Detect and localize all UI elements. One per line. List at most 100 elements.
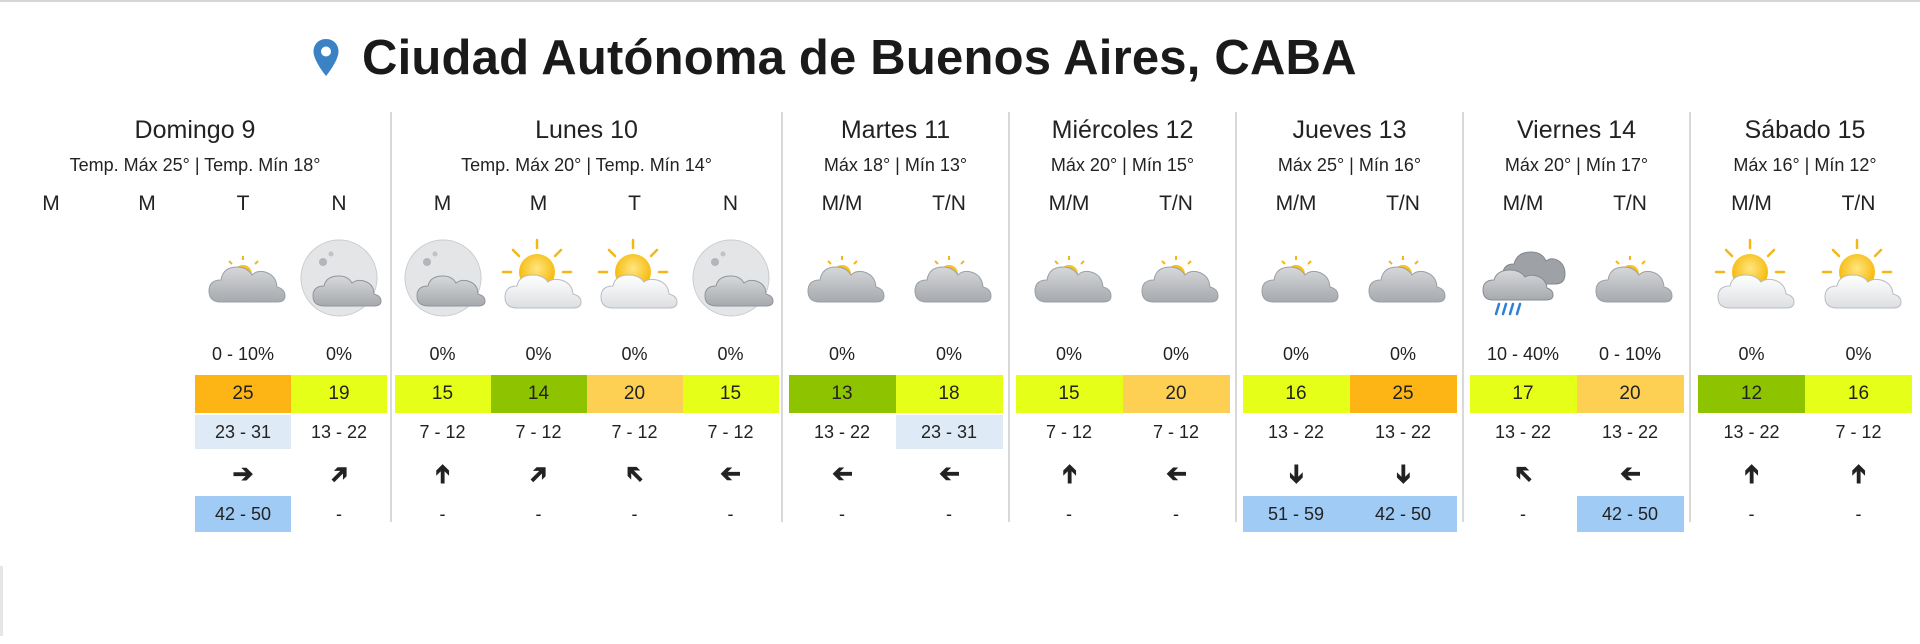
wind-speed: 7 - 12 bbox=[515, 422, 562, 442]
day-temp-range: Máx 25° | Mín 16° bbox=[1277, 155, 1422, 175]
rain-probability: 0 - 10% bbox=[211, 344, 275, 364]
rain-cloud-icon bbox=[1479, 234, 1567, 322]
wind-speed: 7 - 12 bbox=[611, 422, 658, 442]
temperature-cell: 25 bbox=[1349, 375, 1457, 413]
day-slots: M/M 10 - 40% 17 13 - 22 ➔ - T/N 0 - 10% 20 13 -… bbox=[1464, 192, 1689, 532]
period-label: T/N bbox=[1159, 192, 1193, 215]
wind-gust bbox=[99, 496, 195, 532]
wind-gust: - bbox=[1855, 504, 1862, 524]
temperature-cell: 20 bbox=[1576, 375, 1684, 413]
rain-probability: 0% bbox=[1738, 344, 1765, 364]
wind-gust: - bbox=[1173, 504, 1179, 524]
day-column: Jueves 13 Máx 25° | Mín 16° M/M 0% 16 13 - 2… bbox=[1235, 112, 1462, 532]
day-column: Lunes 10 Temp. Máx 20° | Temp. Mín 14° M 0… bbox=[390, 112, 781, 524]
cloudy-night-icon bbox=[295, 234, 383, 322]
day-temp-range: Máx 16° | Mín 12° bbox=[1733, 155, 1877, 175]
wind-speed: 7 - 12 bbox=[707, 422, 754, 442]
location-pin-icon bbox=[313, 39, 339, 76]
wind-direction-icon: ➔ bbox=[395, 458, 491, 490]
period-label: N bbox=[331, 192, 347, 215]
wind-speed: 23 - 31 bbox=[895, 415, 1003, 449]
rain-probability: 0% bbox=[1282, 344, 1309, 364]
wind-arrow: ➔ bbox=[232, 460, 254, 488]
wind-arrow: ➔ bbox=[1281, 463, 1310, 485]
wind-gust bbox=[3, 496, 99, 532]
period-label: M/M bbox=[1731, 192, 1772, 215]
wind-gust: 42 - 50 bbox=[195, 496, 291, 532]
forecast-slot: M/M 0% 15 7 - 12 ➔ - bbox=[1015, 192, 1123, 524]
partly-cloudy-icon bbox=[905, 234, 993, 322]
forecast-slot: T/N 0% 18 23 - 31 ➔ - bbox=[895, 192, 1003, 524]
sun-cloud-icon bbox=[495, 234, 583, 322]
wind-gust: - bbox=[839, 504, 845, 524]
day-slots: M/M 0% 12 13 - 22 ➔ - T/N 0% 16 7 - 12 ➔ - bbox=[1691, 192, 1919, 524]
sun-cloud-icon bbox=[591, 234, 679, 322]
rain-probability: 10 - 40% bbox=[1486, 344, 1560, 364]
wind-direction-icon: ➔ bbox=[896, 458, 1003, 490]
temperature-cell bbox=[3, 375, 99, 413]
forecast-slot: M/M 0% 16 13 - 22 ➔ 51 - 59 bbox=[1242, 192, 1350, 532]
day-temp-range: Máx 20° | Mín 17° bbox=[1504, 155, 1649, 175]
forecast-slot: N 0% 19 13 - 22 ➔ - bbox=[291, 192, 387, 524]
wind-arrow: ➔ bbox=[938, 460, 960, 488]
wind-arrow: ➔ bbox=[617, 456, 652, 492]
day-column: Martes 11 Máx 18° | Mín 13° M/M 0% 13 13 - 2… bbox=[781, 112, 1008, 524]
temperature-cell: 17 bbox=[1469, 375, 1577, 413]
rain-probability: 0% bbox=[325, 344, 352, 364]
day-slots: M/M 0% 15 7 - 12 ➔ - T/N 0% 20 7 - 12 ➔ - bbox=[1010, 192, 1235, 524]
wind-direction-icon: ➔ bbox=[683, 458, 779, 490]
rain-probability: 0% bbox=[429, 344, 456, 364]
wind-speed: 13 - 22 bbox=[1267, 422, 1325, 442]
day-column: Viernes 14 Máx 20° | Mín 17° M/M 10 - 40% 1… bbox=[1462, 112, 1689, 532]
day-temp-range: Temp. Máx 25° | Temp. Mín 18° bbox=[69, 155, 321, 175]
forecast-slot: T/N 0% 20 7 - 12 ➔ - bbox=[1122, 192, 1230, 524]
cloudy-night-icon bbox=[399, 234, 487, 322]
temperature-cell: 14 bbox=[490, 375, 587, 413]
wind-arrow: ➔ bbox=[1054, 463, 1083, 485]
wind-direction-icon: ➔ bbox=[195, 458, 291, 490]
wind-speed: 13 - 22 bbox=[1601, 422, 1659, 442]
partly-cloudy-icon bbox=[1359, 234, 1447, 322]
wind-gust: - bbox=[439, 504, 446, 524]
location-header: Ciudad Autónoma de Buenos Aires, CABA bbox=[312, 30, 1357, 86]
cloudy-night-icon bbox=[687, 234, 775, 322]
period-label: M/M bbox=[1502, 192, 1544, 215]
temperature-cell: 16 bbox=[1242, 375, 1350, 413]
wind-speed: 7 - 12 bbox=[1045, 422, 1093, 442]
wind-speed bbox=[99, 415, 195, 449]
day-slots: M/M 0% 13 13 - 22 ➔ - T/N 0% 18 23 - 31 ➔ - bbox=[783, 192, 1008, 524]
rain-probability: 0% bbox=[1845, 344, 1872, 364]
wind-speed: 7 - 12 bbox=[419, 422, 466, 442]
wind-gust: - bbox=[631, 504, 638, 524]
sun-cloud-icon bbox=[1708, 234, 1796, 322]
wind-direction-icon: ➔ bbox=[789, 458, 896, 490]
period-label: T bbox=[628, 192, 641, 215]
temperature-cell: 15 bbox=[394, 375, 491, 413]
top-divider bbox=[0, 0, 1920, 2]
day-temp-range: Máx 20° | Mín 15° bbox=[1050, 155, 1195, 175]
forecast-slot: T/N 0% 25 13 - 22 ➔ 42 - 50 bbox=[1349, 192, 1457, 532]
temperature-cell: 18 bbox=[895, 375, 1003, 413]
wind-direction-icon: ➔ bbox=[1698, 458, 1805, 490]
wind-gust: - bbox=[336, 504, 342, 524]
rain-probability: 0% bbox=[717, 344, 744, 364]
forecast-slot: M bbox=[99, 192, 195, 522]
wind-speed bbox=[3, 415, 99, 449]
wind-gust: - bbox=[535, 504, 542, 524]
forecast-slot: M 0% 14 7 - 12 ➔ - bbox=[490, 192, 587, 524]
temperature-cell: 15 bbox=[682, 375, 779, 413]
wind-arrow: ➔ bbox=[1165, 460, 1187, 488]
day-temp-range: Máx 18° | Mín 13° bbox=[823, 155, 968, 175]
day-name: Viernes 14 bbox=[1516, 116, 1637, 144]
temperature-cell: 12 bbox=[1698, 375, 1805, 413]
period-label: M bbox=[42, 192, 60, 215]
wind-direction-icon: ➔ bbox=[291, 457, 387, 492]
day-slots: M 0% 15 7 - 12 ➔ - M 0% 14 7 - 12 ➔ - T 0% 20 7 - 12… bbox=[392, 192, 781, 524]
rain-probability: 0% bbox=[525, 344, 552, 364]
day-column: Domingo 9 Temp. Máx 25° | Temp. Mín 18° M M… bbox=[0, 112, 390, 532]
forecast-slot: T/N 0% 16 7 - 12 ➔ - bbox=[1805, 192, 1912, 524]
wind-speed: 13 - 22 bbox=[1494, 422, 1552, 442]
forecast-slot: T 0 - 10% 25 23 - 31 ➔ 42 - 50 bbox=[195, 192, 291, 532]
period-label: M/M bbox=[1048, 192, 1090, 215]
wind-arrow: ➔ bbox=[1844, 463, 1873, 485]
